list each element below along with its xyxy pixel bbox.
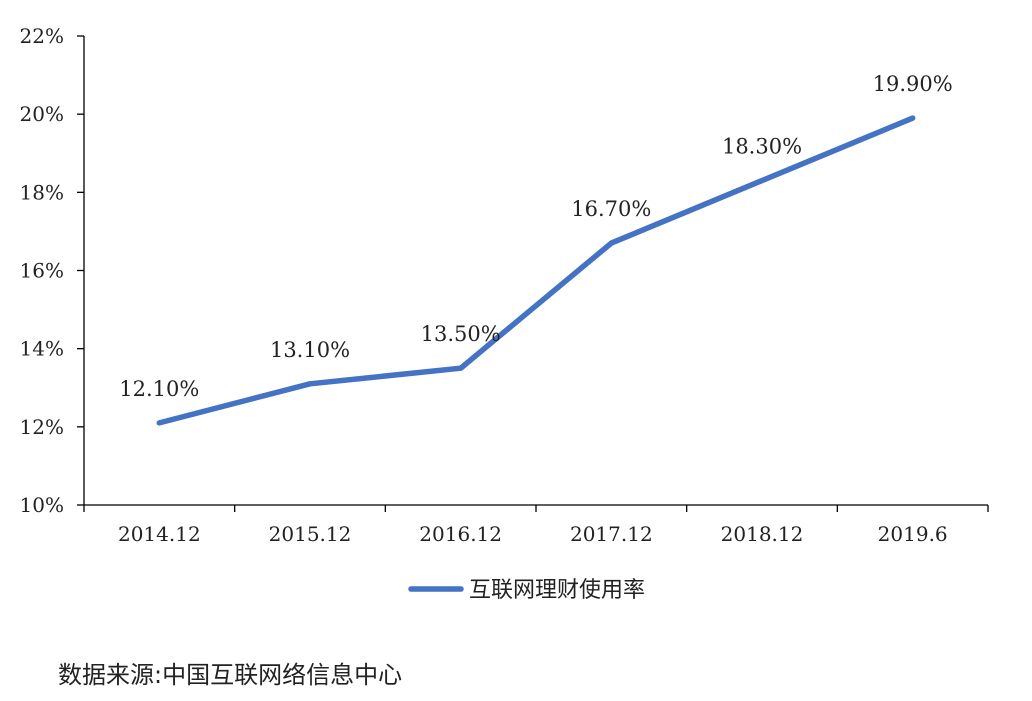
data-label: 12.10% — [119, 377, 199, 401]
y-axis: 10% 12% 14% 16% 18% 20% 22% — [20, 24, 85, 517]
y-tick-label: 20% — [20, 102, 64, 126]
x-axis: 2014.12 2015.12 2016.12 2017.12 2018.12 2019.… — [83, 504, 989, 546]
data-label: 16.70% — [571, 197, 651, 221]
x-tick-label: 2018.12 — [721, 522, 804, 546]
x-tick-label: 2016.12 — [419, 522, 502, 546]
x-tick-label: 2015.12 — [269, 522, 352, 546]
data-label: 13.10% — [270, 338, 350, 362]
y-tick-label: 12% — [20, 415, 64, 439]
x-tick-label: 2014.12 — [118, 522, 201, 546]
y-tick-label: 10% — [20, 493, 64, 517]
legend-label: 互联网理财使用率 — [469, 578, 645, 603]
x-tick-label: 2017.12 — [570, 522, 653, 546]
y-tick-label: 16% — [20, 259, 64, 283]
data-labels: 12.10% 13.10% 13.50% 16.70% 18.30% 19.90% — [119, 72, 952, 401]
x-tick-label: 2019.6 — [878, 522, 948, 546]
series-line — [156, 115, 916, 426]
source-note: 数据来源:中国互联网络信息中心 — [58, 661, 403, 689]
data-label: 13.50% — [421, 322, 501, 346]
y-tick-label: 14% — [20, 337, 64, 361]
y-tick-label: 18% — [20, 180, 64, 204]
series-layer — [156, 115, 916, 426]
legend: 互联网理财使用率 — [408, 578, 645, 603]
data-label: 19.90% — [873, 72, 953, 96]
data-label: 18.30% — [722, 135, 802, 159]
y-tick-label: 22% — [20, 24, 64, 48]
